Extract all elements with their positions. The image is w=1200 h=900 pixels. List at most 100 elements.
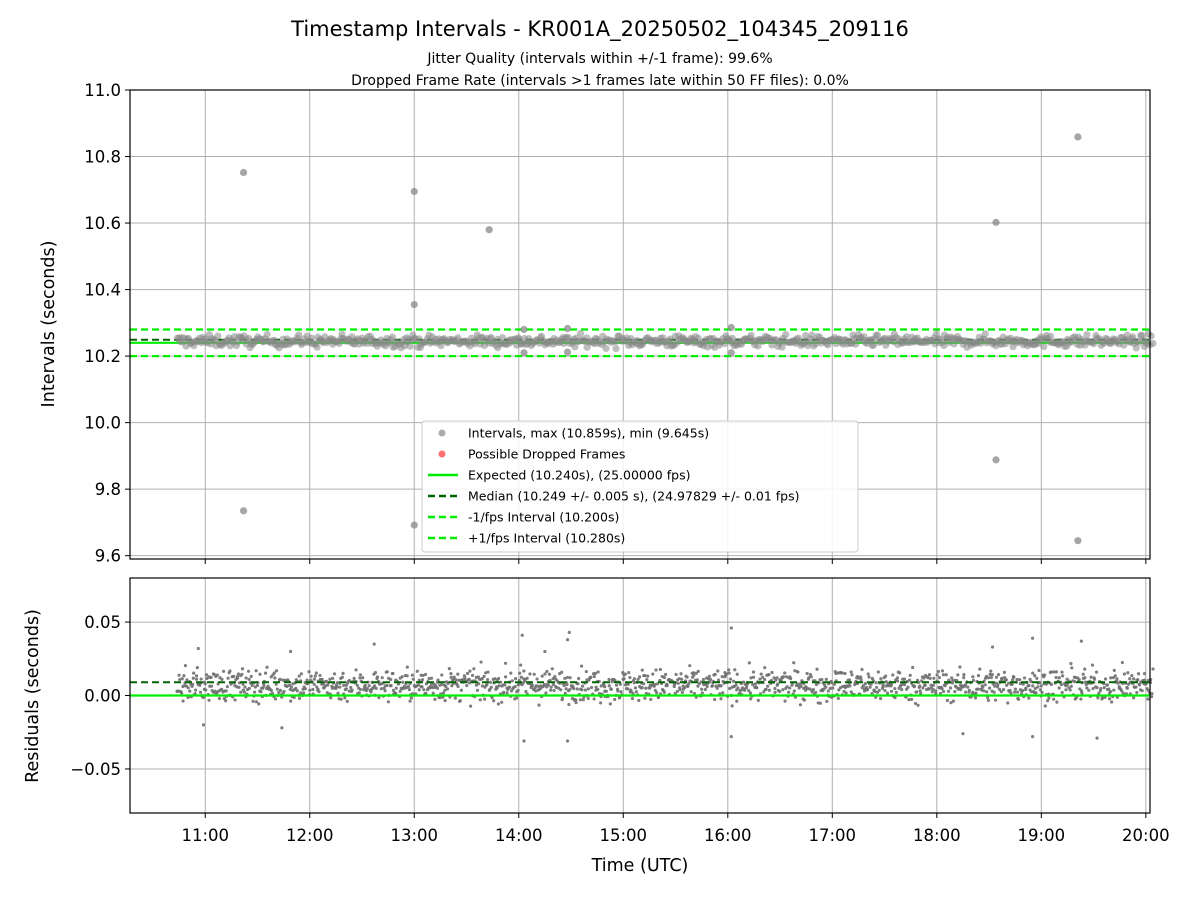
residual-point (339, 697, 343, 701)
residual-point (728, 686, 732, 691)
residual-point (185, 678, 189, 682)
residual-point (545, 669, 549, 673)
residual-point (990, 672, 994, 677)
residual-point (631, 691, 635, 695)
residual-point (452, 675, 456, 679)
residual-point (345, 699, 349, 703)
residual-point (798, 703, 803, 707)
residual-point (860, 667, 864, 672)
chart-subtitle-jitter: Jitter Quality (intervals within +/-1 fr… (426, 51, 772, 67)
residual-point (543, 672, 547, 676)
bottom-panel-points (175, 626, 1155, 743)
residual-outlier-point (565, 638, 570, 642)
residual-point (503, 675, 508, 679)
residual-point (715, 686, 719, 690)
interval-outlier-point (520, 349, 528, 357)
residual-point (593, 671, 597, 675)
residual-point (483, 697, 487, 701)
residual-point (232, 674, 236, 678)
residual-point (186, 695, 190, 700)
residual-point (921, 686, 925, 690)
residual-point (191, 676, 195, 680)
residual-point (220, 687, 224, 691)
residual-point (696, 669, 700, 673)
residual-point (985, 690, 989, 694)
residual-point (785, 685, 789, 689)
residual-point (848, 684, 852, 688)
residual-point (380, 676, 384, 680)
residual-point (869, 682, 873, 686)
interval-point (802, 331, 810, 340)
residual-point (958, 665, 962, 669)
residual-point (959, 688, 963, 692)
residual-point (221, 669, 226, 673)
residual-point (885, 691, 890, 695)
residual-point (789, 677, 793, 681)
residual-point (488, 680, 493, 684)
residual-outlier-point (1079, 639, 1083, 643)
residual-point (844, 691, 848, 695)
residual-point (574, 701, 578, 705)
residual-point (409, 696, 413, 700)
residual-point (205, 673, 209, 677)
top-panel-ticks: 9.6 9.8 10.0 10.2 10.4 10.6 10.8 11.0 (84, 81, 1147, 566)
residual-point (269, 688, 273, 693)
residual-point (475, 688, 480, 692)
residual-point (865, 687, 869, 692)
residual-outlier-point (288, 649, 293, 654)
residual-point (1103, 695, 1107, 700)
residual-point (225, 685, 229, 689)
residual-outlier-point (1095, 736, 1099, 740)
residual-point (436, 678, 440, 682)
residual-point (361, 676, 365, 680)
residual-point (349, 685, 353, 690)
residual-point (400, 675, 404, 679)
legend-expected-label: Expected (10.240s), (25.00000 fps) (468, 468, 690, 483)
residual-point (551, 682, 555, 687)
residual-point (1121, 691, 1125, 695)
residual-point (1137, 683, 1142, 687)
residual-point (859, 678, 863, 682)
residual-point (1083, 680, 1088, 684)
residual-point (422, 688, 426, 692)
x-tick-label: 16:00 (704, 826, 752, 845)
residual-point (1115, 677, 1119, 681)
residual-point (644, 691, 648, 696)
residual-point (307, 670, 311, 674)
residual-point (724, 672, 728, 676)
residual-point (465, 683, 469, 688)
residual-outlier-point (372, 642, 376, 646)
residual-point (680, 690, 684, 694)
residual-point (1040, 690, 1044, 694)
residual-point (572, 686, 576, 691)
residual-point (589, 685, 594, 690)
residual-point (251, 699, 255, 703)
residual-point (640, 668, 644, 672)
residual-outlier-point (280, 726, 284, 730)
residual-point (239, 690, 243, 694)
residual-point (893, 696, 897, 700)
residual-point (589, 675, 593, 679)
residual-point (224, 699, 228, 703)
interval-point (869, 341, 878, 349)
residual-point (596, 687, 600, 691)
top-y-tick-label: 10.4 (84, 281, 121, 300)
residual-point (986, 676, 991, 680)
residual-point (912, 684, 916, 688)
residual-point (902, 682, 907, 687)
residual-point (492, 699, 496, 703)
legend-dropped-label: Possible Dropped Frames (468, 447, 625, 462)
residual-point (254, 700, 259, 704)
residual-point (911, 665, 915, 670)
residual-point (1100, 696, 1105, 700)
residual-point (1143, 678, 1147, 682)
top-y-tick-label: 9.6 (95, 547, 121, 566)
residual-point (188, 689, 192, 693)
residual-point (875, 685, 879, 690)
interval-outlier-point (485, 226, 493, 234)
interval-point (1149, 339, 1157, 348)
residual-point (1060, 690, 1064, 695)
residual-point (996, 673, 1001, 677)
residual-point (539, 686, 543, 690)
residual-point (278, 688, 283, 692)
